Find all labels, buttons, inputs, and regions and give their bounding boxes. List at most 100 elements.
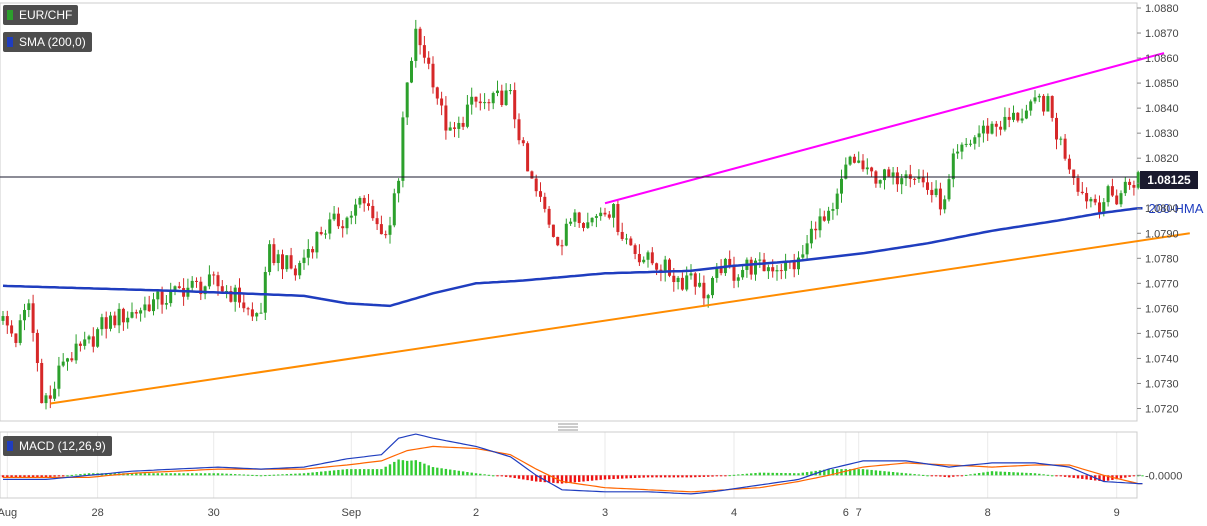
macd-hist-bar bbox=[36, 475, 39, 478]
macd-hist-bar bbox=[543, 475, 546, 483]
macd-hist-bar bbox=[780, 472, 783, 476]
candle-body bbox=[844, 164, 848, 179]
macd-hist-bar bbox=[453, 470, 456, 476]
macd-hist-bar bbox=[509, 475, 512, 478]
candle-body bbox=[766, 267, 770, 272]
macd-hist-bar bbox=[242, 474, 245, 476]
macd-hist-bar bbox=[255, 475, 258, 477]
candle-body bbox=[715, 267, 719, 278]
macd-hist-bar bbox=[74, 474, 78, 476]
candle-body bbox=[1136, 172, 1140, 188]
macd-hist-bar bbox=[431, 467, 435, 476]
candle-body bbox=[943, 199, 947, 210]
macd-hist-bar bbox=[388, 464, 392, 476]
macd-hist-bar bbox=[659, 475, 663, 478]
macd-hist-bar bbox=[526, 475, 529, 481]
candle-body bbox=[44, 395, 48, 404]
macd-hist-bar bbox=[169, 473, 172, 476]
candle-body bbox=[878, 180, 882, 184]
pane-resize-handle[interactable] bbox=[558, 423, 578, 431]
macd-hist-bar bbox=[440, 468, 443, 476]
macd-hist-bar bbox=[27, 475, 30, 478]
candle-body bbox=[539, 191, 542, 197]
candle-body bbox=[719, 267, 723, 274]
candle-body bbox=[1037, 95, 1041, 98]
candle-body bbox=[53, 388, 57, 399]
candle-body bbox=[354, 204, 358, 216]
candle-body bbox=[401, 117, 405, 181]
price-tick-label: 1.0800 bbox=[1145, 203, 1179, 215]
macd-hist-bar bbox=[879, 470, 882, 476]
macd-hist-bar bbox=[19, 475, 22, 478]
candle-body bbox=[384, 234, 388, 236]
macd-hist-bar bbox=[883, 471, 886, 476]
candle-body bbox=[250, 309, 254, 317]
macd-hist-bar bbox=[801, 472, 804, 476]
candle-body bbox=[238, 287, 241, 303]
macd-hist-bar bbox=[156, 473, 159, 476]
candle-body bbox=[319, 232, 323, 235]
candle-body bbox=[1042, 95, 1046, 112]
macd-hist-bar bbox=[986, 471, 989, 476]
macd-hist-bar bbox=[977, 473, 981, 476]
macd-hist-bar bbox=[444, 468, 448, 476]
macd-hist-bar bbox=[552, 475, 555, 483]
macd-grid bbox=[0, 432, 1137, 498]
candle-body bbox=[883, 169, 886, 181]
macd-hist-bar bbox=[629, 475, 632, 479]
candle-body bbox=[427, 57, 431, 64]
candle-body bbox=[130, 312, 134, 318]
macd-hist-bar bbox=[324, 471, 327, 476]
candle-body bbox=[758, 259, 762, 261]
candle-body bbox=[926, 182, 929, 190]
macd-hist-bar bbox=[943, 475, 946, 477]
candle-body bbox=[1046, 96, 1050, 112]
macd-hist-bar bbox=[633, 475, 637, 478]
macd-hist-bar bbox=[474, 473, 478, 476]
macd-hist-bar bbox=[870, 469, 873, 476]
candle-body bbox=[749, 259, 753, 275]
macd-hist-bar bbox=[199, 473, 202, 476]
price-tick-label: 1.0750 bbox=[1145, 328, 1179, 340]
macd-hist-bar bbox=[861, 469, 865, 476]
resistance-trendline bbox=[604, 52, 1165, 205]
macd-hist-bar bbox=[539, 475, 542, 482]
candle-body bbox=[874, 171, 878, 184]
candle-body bbox=[913, 178, 917, 180]
macd-hist-bar bbox=[956, 475, 959, 477]
macd-hist-bar bbox=[92, 473, 95, 476]
macd-hist-bar bbox=[616, 475, 620, 479]
macd-hist-bar bbox=[990, 471, 994, 476]
candle-body bbox=[1, 316, 5, 321]
candle-body bbox=[831, 209, 835, 211]
macd-hist-bar bbox=[380, 469, 383, 476]
macd-hist-bar bbox=[793, 473, 796, 476]
macd-hist-bar bbox=[1132, 475, 1136, 477]
candle-body bbox=[233, 287, 237, 302]
candle-body bbox=[345, 217, 349, 229]
macd-hist-bar bbox=[578, 475, 581, 482]
candle-body bbox=[268, 244, 272, 273]
candle-body bbox=[676, 277, 680, 283]
macd-hist-bar bbox=[173, 473, 177, 476]
macd-hist-bar bbox=[767, 472, 770, 476]
macd-hist-bar bbox=[66, 475, 69, 477]
candle-body bbox=[530, 171, 534, 179]
candle-body bbox=[741, 269, 745, 278]
candle-body bbox=[435, 87, 439, 99]
macd-hist-bar bbox=[384, 466, 387, 476]
candle-body bbox=[5, 316, 9, 326]
macd-hist-bar bbox=[754, 472, 757, 476]
macd-hist-bar bbox=[797, 473, 800, 476]
candle-body bbox=[779, 270, 783, 272]
candle-body bbox=[272, 244, 276, 264]
macd-hist-bar bbox=[857, 469, 860, 476]
candle-body bbox=[650, 252, 654, 264]
candle-body bbox=[126, 317, 130, 323]
candle-body bbox=[564, 223, 568, 246]
candle-body bbox=[1072, 169, 1076, 178]
candle-body bbox=[964, 143, 968, 145]
macd-hist-bar bbox=[621, 475, 624, 479]
candle-body bbox=[48, 395, 52, 399]
